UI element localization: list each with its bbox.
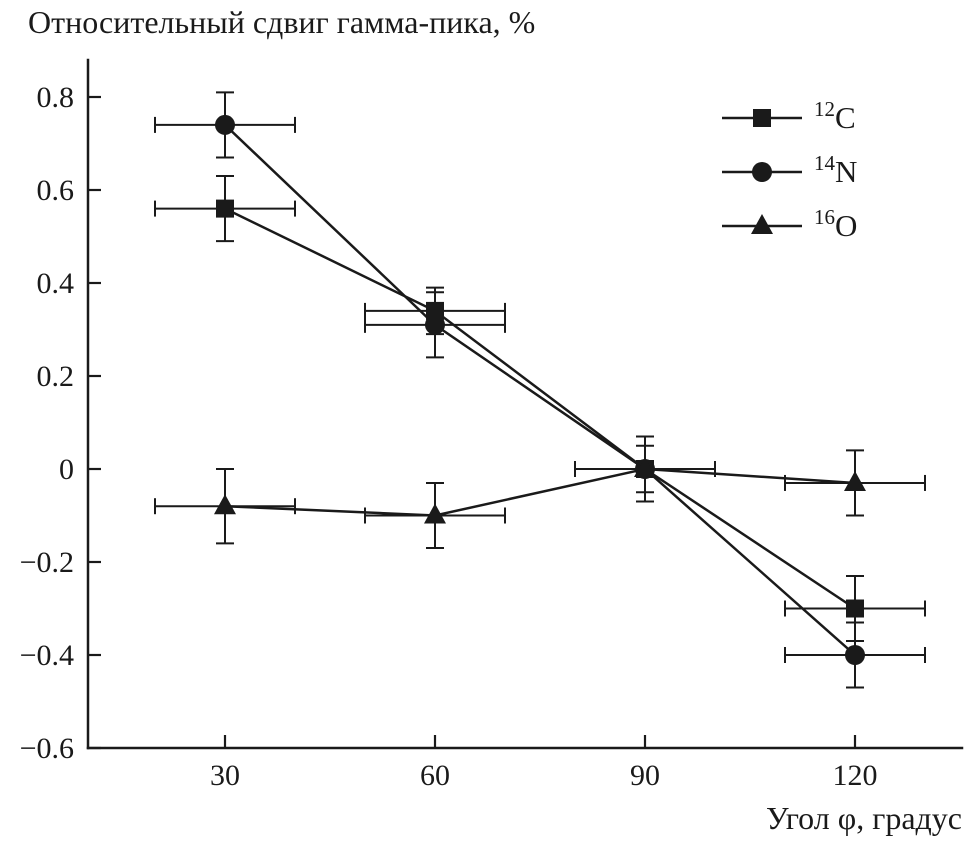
axis-ticks xyxy=(88,95,857,750)
x-tick-label: 30 xyxy=(210,759,240,792)
y-tick-label: 0.8 xyxy=(37,81,75,114)
y-tick-label: 0.2 xyxy=(37,360,75,393)
axes xyxy=(86,58,964,750)
triangle-marker xyxy=(751,214,773,234)
y-tick-label: −0.6 xyxy=(20,732,74,765)
legend: 12C 14N 16O xyxy=(722,97,857,243)
series-line xyxy=(224,207,856,610)
x-tick-label: 120 xyxy=(833,759,878,792)
y-tick-label: −0.4 xyxy=(20,639,74,672)
triangle-marker xyxy=(214,494,236,515)
series-line xyxy=(224,467,856,517)
circle-marker xyxy=(752,162,772,182)
circle-marker xyxy=(215,114,235,135)
chart-title: Относительный сдвиг гамма-пика, % xyxy=(28,4,536,40)
y-tick-label: 0.6 xyxy=(37,174,75,207)
legend-label-14N: 14N xyxy=(814,151,857,189)
x-tick-label: 90 xyxy=(630,759,660,792)
square-marker xyxy=(753,109,771,127)
triangle-marker xyxy=(844,470,866,491)
square-marker xyxy=(846,599,864,618)
series-line xyxy=(224,123,856,656)
square-marker xyxy=(216,199,234,218)
tick-labels: −0.6 −0.4 −0.2 0 0.2 0.4 0.6 0.8 30 60 90 120 xyxy=(20,81,878,792)
legend-label-16O: 16O xyxy=(814,205,857,243)
series-12C xyxy=(154,175,926,643)
triangle-marker xyxy=(634,457,656,477)
x-tick-label: 60 xyxy=(420,759,450,792)
series-16O xyxy=(154,444,926,550)
triangle-marker xyxy=(424,503,446,524)
y-tick-label: 0 xyxy=(59,453,74,486)
x-axis-label: Угол φ, градус xyxy=(766,800,962,836)
circle-marker xyxy=(845,645,865,665)
circle-marker xyxy=(425,314,445,335)
legend-label-12C: 12C xyxy=(814,97,856,135)
y-tick-label: −0.2 xyxy=(20,546,74,579)
y-tick-label: 0.4 xyxy=(37,267,75,300)
